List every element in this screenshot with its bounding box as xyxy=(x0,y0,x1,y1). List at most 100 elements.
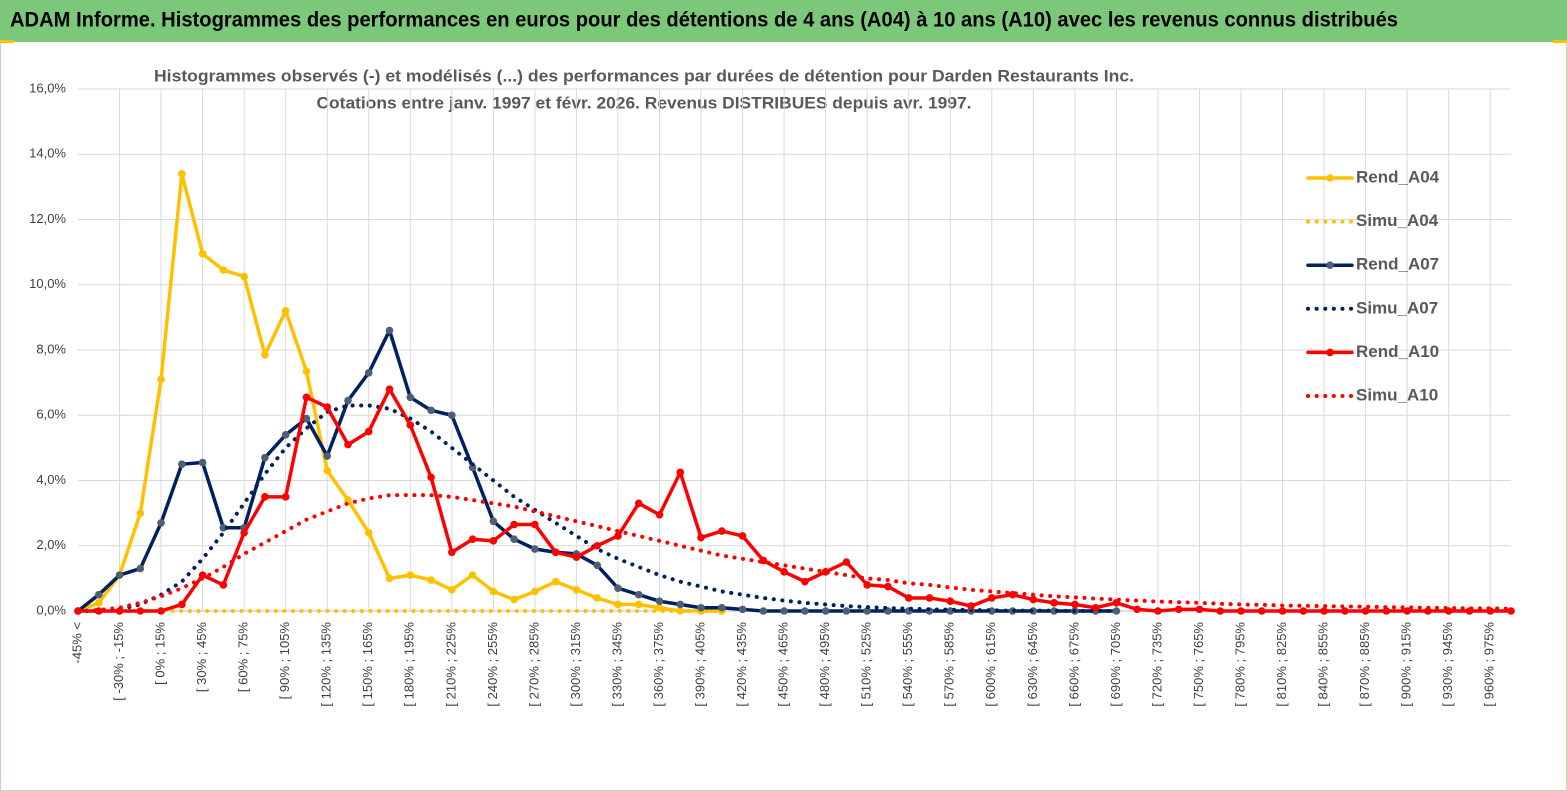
data-point xyxy=(1071,600,1079,609)
x-tick-label: [ 600% ; 615% xyxy=(983,622,998,707)
x-tick-label: [ 180% ; 195% xyxy=(402,622,417,707)
data-point xyxy=(427,473,435,482)
corner xyxy=(1553,40,1567,43)
x-tick-label: [ 690% ; 705% xyxy=(1108,622,1123,707)
data-point xyxy=(240,528,248,537)
x-tick-label: [ 870% ; 885% xyxy=(1357,622,1372,707)
data-point xyxy=(510,520,518,529)
data-point xyxy=(1195,605,1204,614)
data-point xyxy=(198,458,207,467)
legend-label: Rend_A04 xyxy=(1356,167,1440,186)
data-point xyxy=(489,587,498,596)
data-point xyxy=(842,607,851,615)
data-point xyxy=(1341,607,1349,615)
data-point xyxy=(448,585,456,594)
data-point xyxy=(655,510,664,519)
data-point xyxy=(904,594,913,602)
x-tick-label: [ 570% ; 585% xyxy=(942,622,957,707)
x-tick-label: [ 60% ; 75% xyxy=(236,622,251,693)
data-point xyxy=(1091,603,1100,612)
x-tick-label: [ 360% ; 375% xyxy=(651,622,666,707)
legend-label: Simu_A04 xyxy=(1356,211,1439,230)
data-point xyxy=(738,605,747,614)
data-point xyxy=(302,414,311,423)
data-point xyxy=(157,607,165,615)
x-tick-label: [ 630% ; 645% xyxy=(1025,622,1040,707)
data-point xyxy=(364,528,373,537)
data-point xyxy=(219,266,228,274)
data-point xyxy=(261,493,269,501)
data-point xyxy=(94,599,103,607)
x-tick-label: [ 720% ; 735% xyxy=(1149,622,1164,707)
data-point xyxy=(531,587,539,596)
data-point xyxy=(759,607,768,615)
data-point xyxy=(468,535,477,544)
data-point xyxy=(344,396,352,405)
x-tick-label: [ 390% ; 405% xyxy=(692,622,707,707)
legend-label: Rend_A10 xyxy=(1356,342,1439,361)
data-point xyxy=(281,431,290,439)
x-tick-label: [ 900% ; 915% xyxy=(1399,622,1414,707)
x-tick-label: -45% < xyxy=(69,622,84,664)
x-tick-label: [ 120% ; 135% xyxy=(319,622,334,707)
chart-subtitle: Histogrammes observés (-) et modélisés (… xyxy=(154,66,1134,85)
x-tick-label: [ 420% ; 435% xyxy=(734,622,749,707)
data-point xyxy=(1361,607,1370,615)
data-point xyxy=(863,607,871,615)
data-point xyxy=(157,519,165,527)
data-point xyxy=(219,524,228,532)
data-point xyxy=(614,532,622,540)
y-tick-label: 16,0% xyxy=(29,80,66,95)
legend-marker xyxy=(1326,174,1334,182)
x-tick-label: [ 210% ; 225% xyxy=(443,622,458,707)
data-point xyxy=(427,406,435,415)
data-point xyxy=(198,249,207,258)
data-point xyxy=(1237,607,1245,615)
data-point xyxy=(634,600,643,609)
x-tick-label: [ 450% ; 465% xyxy=(776,622,791,707)
y-tick-label: 12,0% xyxy=(29,211,66,226)
data-point xyxy=(240,272,248,281)
y-tick-label: 8,0% xyxy=(36,341,66,356)
y-tick-label: 6,0% xyxy=(36,407,66,422)
data-point xyxy=(593,561,602,570)
x-tick-label: [ 90% ; 105% xyxy=(277,622,292,700)
data-point xyxy=(489,517,498,526)
y-tick-label: 10,0% xyxy=(29,276,66,291)
data-point xyxy=(510,595,518,604)
series-line xyxy=(76,403,1119,613)
data-point xyxy=(1133,605,1141,614)
data-point xyxy=(302,393,311,402)
data-point xyxy=(94,590,103,599)
data-point xyxy=(406,421,415,429)
data-point xyxy=(531,545,539,553)
x-tick-label: [ 750% ; 765% xyxy=(1191,622,1206,707)
data-point xyxy=(572,585,581,594)
corner xyxy=(0,40,14,43)
x-tick-label: [ 0% ; 15% xyxy=(153,622,168,685)
legend-marker xyxy=(1326,261,1334,270)
data-point xyxy=(281,493,290,501)
data-point xyxy=(884,582,892,591)
data-point xyxy=(364,369,373,377)
data-point xyxy=(302,367,311,376)
y-tick-label: 0,0% xyxy=(36,602,66,617)
x-tick-label: [ 300% ; 315% xyxy=(568,622,583,707)
x-tick-label: [ 540% ; 555% xyxy=(900,622,915,707)
data-point xyxy=(634,499,643,508)
x-tick-label: [ 150% ; 165% xyxy=(360,622,375,707)
legend-marker xyxy=(1326,348,1334,357)
data-point xyxy=(614,584,622,592)
data-point xyxy=(863,581,871,589)
data-point xyxy=(925,594,934,602)
data-point xyxy=(219,581,228,589)
x-tick-label: [ 960% ; 975% xyxy=(1482,622,1497,707)
x-tick-label: [ 270% ; 285% xyxy=(526,622,541,707)
data-point xyxy=(406,571,415,579)
data-point xyxy=(1112,607,1121,615)
x-tick-label: [ 330% ; 345% xyxy=(609,622,624,707)
data-point xyxy=(697,603,705,612)
data-point xyxy=(385,385,394,393)
data-point xyxy=(572,553,581,561)
